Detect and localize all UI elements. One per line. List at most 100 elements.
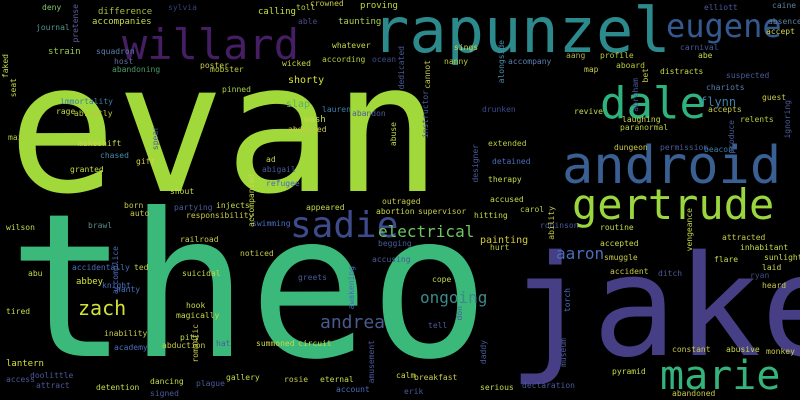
- word-abandoned: abandoned: [672, 389, 716, 398]
- word-wilson: wilson: [6, 223, 35, 232]
- word-detention: detention: [96, 383, 140, 392]
- word-accidentally: accidentally: [72, 263, 130, 272]
- word-designer: designer: [471, 144, 480, 183]
- word-heard: heard: [762, 281, 787, 290]
- word-instructor: instructor: [421, 90, 430, 139]
- word-dedicated: dedicated: [397, 46, 406, 90]
- word-doolittle: doolittle: [30, 371, 74, 380]
- word-accepts: accepts: [708, 105, 742, 114]
- word-granted: granted: [70, 165, 104, 174]
- word-difference: difference: [98, 7, 153, 17]
- word-ditch: ditch: [658, 269, 683, 278]
- word-toll: toll: [296, 3, 316, 12]
- word-ongoing: ongoing: [420, 288, 488, 307]
- word-flynn: flynn: [700, 95, 737, 109]
- word-shorty: shorty: [288, 75, 325, 86]
- word-ad: ad: [266, 155, 276, 164]
- word-able: able: [298, 17, 318, 26]
- word-deny: deny: [42, 3, 62, 12]
- word-rosie: rosie: [284, 375, 309, 384]
- word-erik: erik: [404, 387, 424, 396]
- word-injects: injects: [216, 201, 250, 210]
- word-permission: permission: [660, 143, 709, 152]
- word-produce: produce: [727, 120, 736, 154]
- word-taunting: taunting: [338, 17, 382, 27]
- word-gertrude: gertrude: [572, 180, 775, 229]
- word-painting: painting: [480, 235, 529, 246]
- word-caine: caine: [772, 1, 797, 10]
- word-accused: accused: [490, 195, 524, 204]
- word-abortion: abortion: [376, 207, 415, 216]
- word-daddy: daddy: [479, 340, 488, 365]
- word-cope: cope: [432, 275, 452, 284]
- word-bet: bet: [641, 68, 650, 83]
- word-strain: strain: [48, 47, 81, 57]
- word-map: map: [584, 65, 599, 74]
- word-jake: jake: [508, 226, 800, 389]
- word-access: access: [6, 375, 35, 384]
- word-pinned: pinned: [222, 85, 251, 94]
- word-account: account: [336, 385, 370, 394]
- word-magically: magically: [176, 311, 220, 320]
- word-drunken: drunken: [482, 105, 516, 114]
- word-slap: slap: [286, 99, 311, 110]
- word-mobster: mobster: [210, 65, 244, 74]
- word-laid: laid: [762, 263, 782, 272]
- word-sings: sings: [454, 43, 479, 52]
- word-accompanied: accompanied: [247, 174, 256, 227]
- word-museum: museum: [559, 338, 568, 367]
- word-auto: auto: [130, 209, 150, 218]
- word-nanny: nanny: [444, 57, 469, 66]
- word-aang: aang: [566, 51, 586, 60]
- word-accept: accept: [766, 27, 795, 36]
- word-eternal: eternal: [320, 375, 354, 384]
- word-rage: rage: [56, 107, 76, 116]
- word-abandoning: abandoning: [112, 65, 161, 74]
- word-inhabitant: inhabitant: [740, 243, 789, 252]
- word-breakfast: breakfast: [414, 373, 458, 382]
- word-accusing: accusing: [372, 255, 411, 264]
- word-revive: revive: [574, 107, 603, 116]
- word-circuit: circuit: [298, 339, 332, 348]
- word-swimming: swimming: [252, 219, 291, 228]
- word-wicked: wicked: [282, 59, 311, 68]
- word-theo: theo: [8, 171, 490, 400]
- word-alongside: alongside: [497, 40, 506, 84]
- word-immortality: immortality: [60, 97, 113, 106]
- word-abbey: abbey: [76, 277, 104, 287]
- word-brawl: brawl: [88, 221, 113, 230]
- word-relents: relents: [740, 115, 774, 124]
- word-smuggle: smuggle: [604, 253, 638, 262]
- word-carnival: carnival: [680, 43, 719, 52]
- word-signed: signed: [150, 389, 179, 398]
- word-dancing: dancing: [150, 377, 184, 386]
- word-serious: serious: [480, 383, 514, 392]
- word-chariots: chariots: [706, 83, 745, 92]
- word-cannot: cannot: [423, 60, 432, 89]
- word-amusement: amusement: [367, 340, 376, 384]
- word-squadron: squadron: [96, 47, 135, 56]
- word-abraham: abraham: [631, 78, 640, 112]
- word-accepted: accepted: [600, 239, 639, 248]
- word-ignoring: ignoring: [783, 100, 792, 139]
- word-accident: accident: [610, 267, 649, 276]
- word-ability: ability: [547, 206, 556, 240]
- word-carol: carol: [520, 205, 545, 214]
- word-hitting: hitting: [474, 211, 508, 220]
- word-constant: constant: [672, 345, 711, 354]
- word-inability: inability: [104, 329, 148, 338]
- word-beacon: beacon: [704, 145, 733, 154]
- word-shout: shout: [170, 187, 195, 196]
- word-gallery: gallery: [226, 373, 260, 382]
- word-lauren: lauren: [322, 105, 351, 114]
- word-abuse: abuse: [389, 122, 398, 147]
- word-aaron: aaron: [556, 244, 605, 263]
- word-pretense: pretense: [71, 4, 80, 43]
- word-sadie: sadie: [290, 205, 399, 246]
- word-born: born: [124, 201, 144, 210]
- word-chased: chased: [100, 151, 129, 160]
- word-crowned: crowned: [310, 0, 344, 8]
- word-railroad: railroad: [180, 235, 219, 244]
- word-willard: willard: [122, 20, 300, 69]
